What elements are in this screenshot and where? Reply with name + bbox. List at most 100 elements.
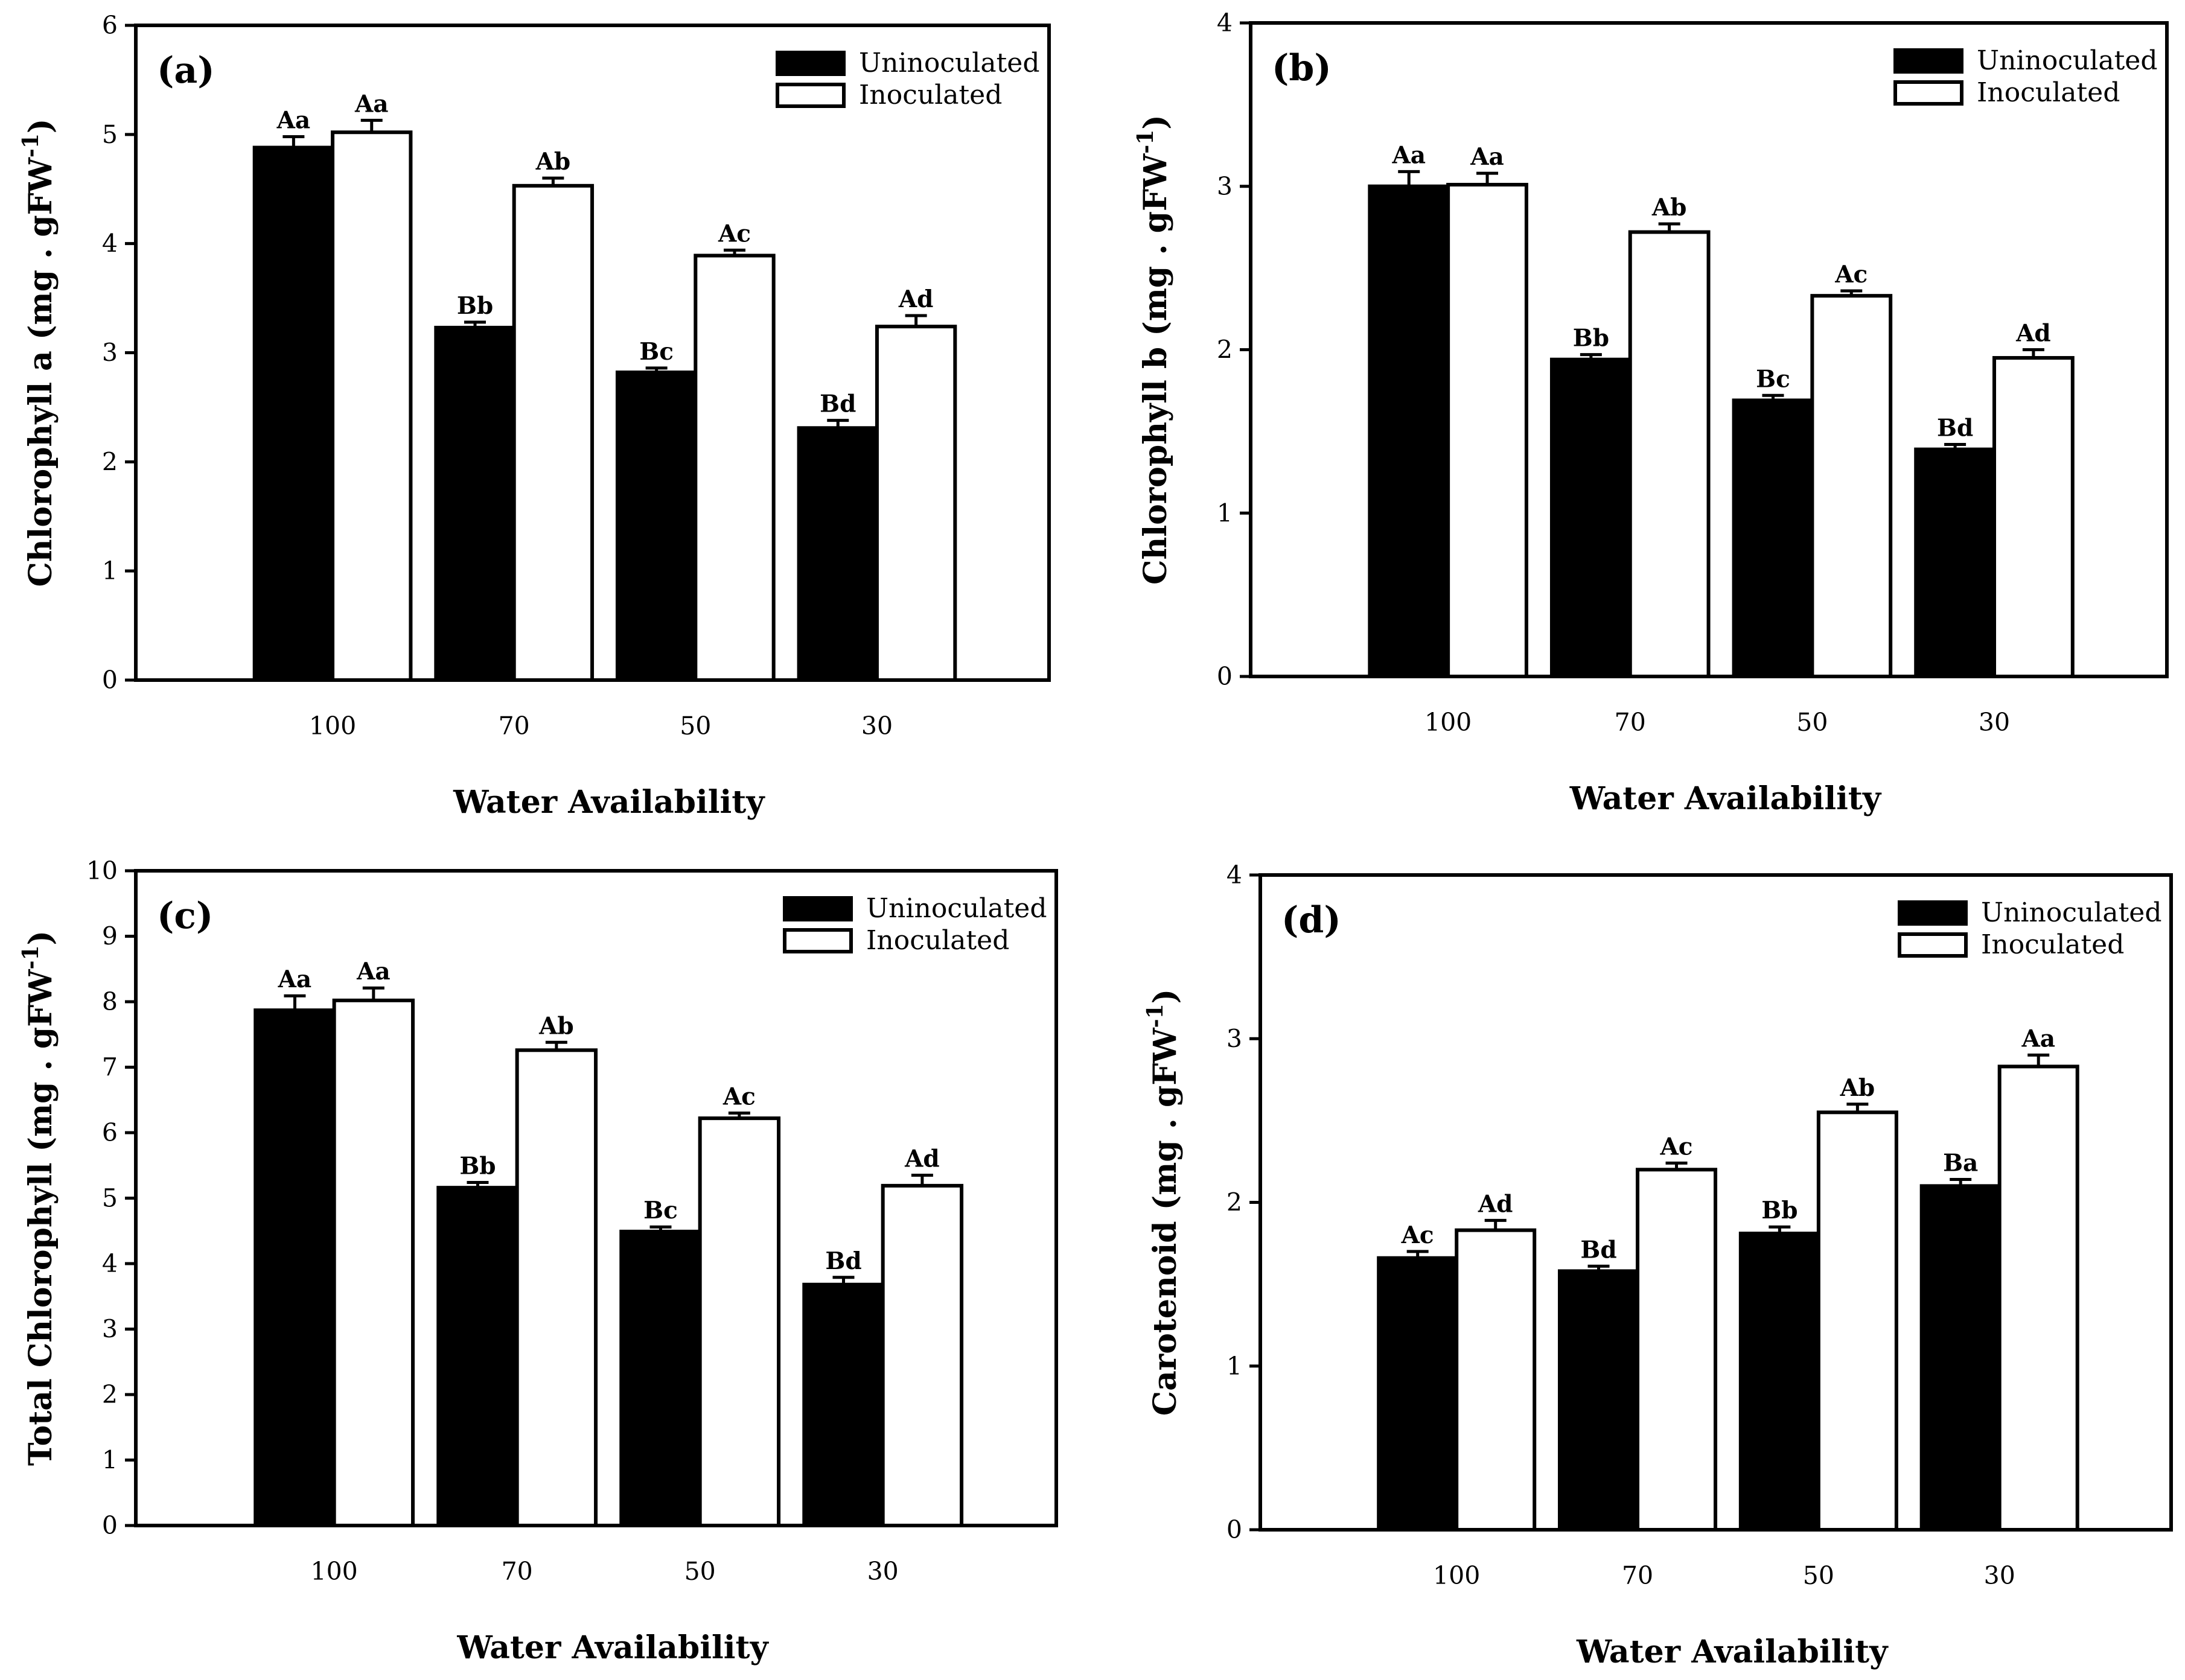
- y-tick-label: 6: [102, 11, 118, 40]
- x-tick-label: 30: [861, 711, 893, 740]
- bar-uninoculated: [436, 1186, 519, 1527]
- x-axis-title: Water Availability: [1569, 780, 1882, 817]
- data-label: Aa: [356, 958, 391, 985]
- y-tick-label: 0: [1226, 1515, 1242, 1544]
- data-label: Ac: [1660, 1133, 1693, 1160]
- data-label: Bb: [459, 1152, 496, 1180]
- legend-label: Inoculated: [859, 80, 1002, 110]
- y-tick-label: 6: [102, 1118, 118, 1147]
- y-axis-title: Chlorophyll b (mg . gFW-1): [1133, 115, 1174, 585]
- y-axis-title-close: ): [22, 118, 59, 133]
- bar-inoculated: [332, 998, 415, 1527]
- bar-uninoculated: [1368, 184, 1450, 678]
- y-axis-title-main: Carotenoid (mg . gFW: [1147, 1027, 1184, 1416]
- data-label: Bc: [639, 338, 674, 366]
- panel-label: (a): [157, 49, 215, 92]
- bar-uninoculated: [802, 1282, 885, 1527]
- x-tick-label: 30: [1984, 1561, 2015, 1590]
- y-axis-title-close: ): [22, 931, 59, 946]
- y-tick-label: 2: [1217, 336, 1233, 364]
- y-tick-label: 4: [102, 229, 118, 258]
- bar-uninoculated: [252, 145, 335, 682]
- y-axis-title: Total Chlorophyll (mg . gFW-1): [18, 931, 59, 1466]
- data-label: Bd: [820, 390, 856, 418]
- bar-inoculated: [881, 1183, 964, 1527]
- chart-panel-3: 0 1 2 3 4 5 6 7 8 9 10 100 Aa Aa 70 Bb Ab 50 Bc Ac 30 Bd Ad (c)…: [18, 856, 1058, 1666]
- y-tick-label: 0: [102, 1511, 118, 1540]
- data-label: Aa: [1391, 141, 1426, 169]
- x-tick-label: 70: [1615, 708, 1646, 737]
- bar-uninoculated: [615, 371, 698, 682]
- y-axis-title-sup: -1: [1133, 130, 1158, 154]
- legend-swatch-inoculated: [1893, 80, 1963, 106]
- bar-inoculated: [1992, 356, 2075, 678]
- data-label: Ba: [1943, 1150, 1978, 1177]
- bar-uninoculated: [434, 325, 516, 682]
- y-tick-label: 2: [102, 447, 118, 476]
- data-label: Bd: [1580, 1236, 1616, 1264]
- bar-uninoculated: [619, 1229, 702, 1527]
- legend-swatch-inoculated: [783, 928, 853, 953]
- data-label: Bc: [643, 1197, 678, 1224]
- y-tick-label: 2: [1226, 1188, 1242, 1217]
- data-label: Aa: [1470, 143, 1504, 171]
- x-axis-title: Water Availability: [1576, 1634, 1889, 1670]
- bar-inoculated: [1446, 183, 1528, 679]
- legend-swatch-uninoculated: [776, 51, 846, 76]
- data-label: Ab: [535, 148, 571, 176]
- data-label: Ac: [1401, 1221, 1434, 1249]
- y-tick-label: 1: [102, 556, 118, 585]
- legend-label: Inoculated: [1981, 929, 2124, 960]
- data-label: Aa: [2021, 1025, 2055, 1052]
- legend-swatch-inoculated: [1898, 932, 1968, 958]
- bar-inoculated: [1816, 1110, 1898, 1532]
- y-axis-title: Chlorophyll a (mg . gFW-1): [18, 118, 59, 587]
- bar-inoculated: [1455, 1228, 1537, 1532]
- data-label: Bb: [1573, 325, 1609, 352]
- data-label: Ad: [2015, 320, 2051, 348]
- data-label: Ab: [538, 1012, 574, 1040]
- y-axis-title-main: Chlorophyll b (mg . gFW: [1137, 153, 1174, 585]
- data-label: Bd: [825, 1247, 861, 1275]
- bar-uninoculated: [254, 1008, 336, 1527]
- panel-label: (d): [1281, 899, 1341, 941]
- y-tick-label: 3: [1217, 172, 1233, 201]
- y-tick-label: 0: [1217, 662, 1233, 691]
- legend-label: Inoculated: [866, 925, 1009, 956]
- x-tick-label: 100: [1433, 1561, 1480, 1590]
- bar-inoculated: [1997, 1064, 2079, 1532]
- bar-uninoculated: [1732, 398, 1814, 678]
- x-tick-label: 50: [684, 1557, 716, 1586]
- legend-label: Uninoculated: [1981, 897, 2162, 928]
- y-tick-label: 9: [102, 922, 118, 951]
- y-axis-title-sup: -1: [18, 945, 43, 969]
- y-tick-label: 3: [102, 1315, 118, 1344]
- data-label: Bc: [1756, 365, 1790, 393]
- chart-panel-4: 0 1 2 3 4 100 Ac Ad 70 Bd Ac 50 Bb Ab 30 Ba Aa (d) Water A…: [1143, 861, 2173, 1670]
- bar-uninoculated: [1738, 1232, 1820, 1532]
- bar-inoculated: [331, 130, 413, 682]
- legend-label: Uninoculated: [1977, 45, 2158, 76]
- x-tick-label: 70: [502, 1557, 533, 1586]
- y-axis-title-sup: -1: [1143, 1004, 1168, 1028]
- y-tick-label: 10: [86, 856, 118, 885]
- data-label: Aa: [278, 966, 312, 993]
- data-label: Bb: [1761, 1197, 1797, 1224]
- data-label: Ad: [904, 1145, 940, 1173]
- y-axis-title-main: Chlorophyll a (mg . gFW: [22, 156, 59, 587]
- y-axis-title: Carotenoid (mg . gFW-1): [1143, 989, 1184, 1416]
- x-tick-label: 50: [1803, 1561, 1834, 1590]
- data-label: Ad: [898, 285, 934, 313]
- bar-inoculated: [512, 183, 595, 682]
- y-tick-label: 5: [102, 120, 118, 149]
- x-axis-title: Water Availability: [453, 784, 765, 821]
- panel-label: (b): [1272, 47, 1332, 89]
- legend-label: Uninoculated: [859, 48, 1040, 78]
- y-axis-title-main: Total Chlorophyll (mg . gFW: [22, 969, 59, 1466]
- data-label: Aa: [276, 106, 311, 134]
- y-tick-label: 7: [102, 1053, 118, 1082]
- bar-uninoculated: [1377, 1256, 1459, 1532]
- panel-label: (c): [157, 895, 213, 937]
- bar-inoculated: [1628, 230, 1711, 678]
- bar-uninoculated: [1914, 447, 1997, 678]
